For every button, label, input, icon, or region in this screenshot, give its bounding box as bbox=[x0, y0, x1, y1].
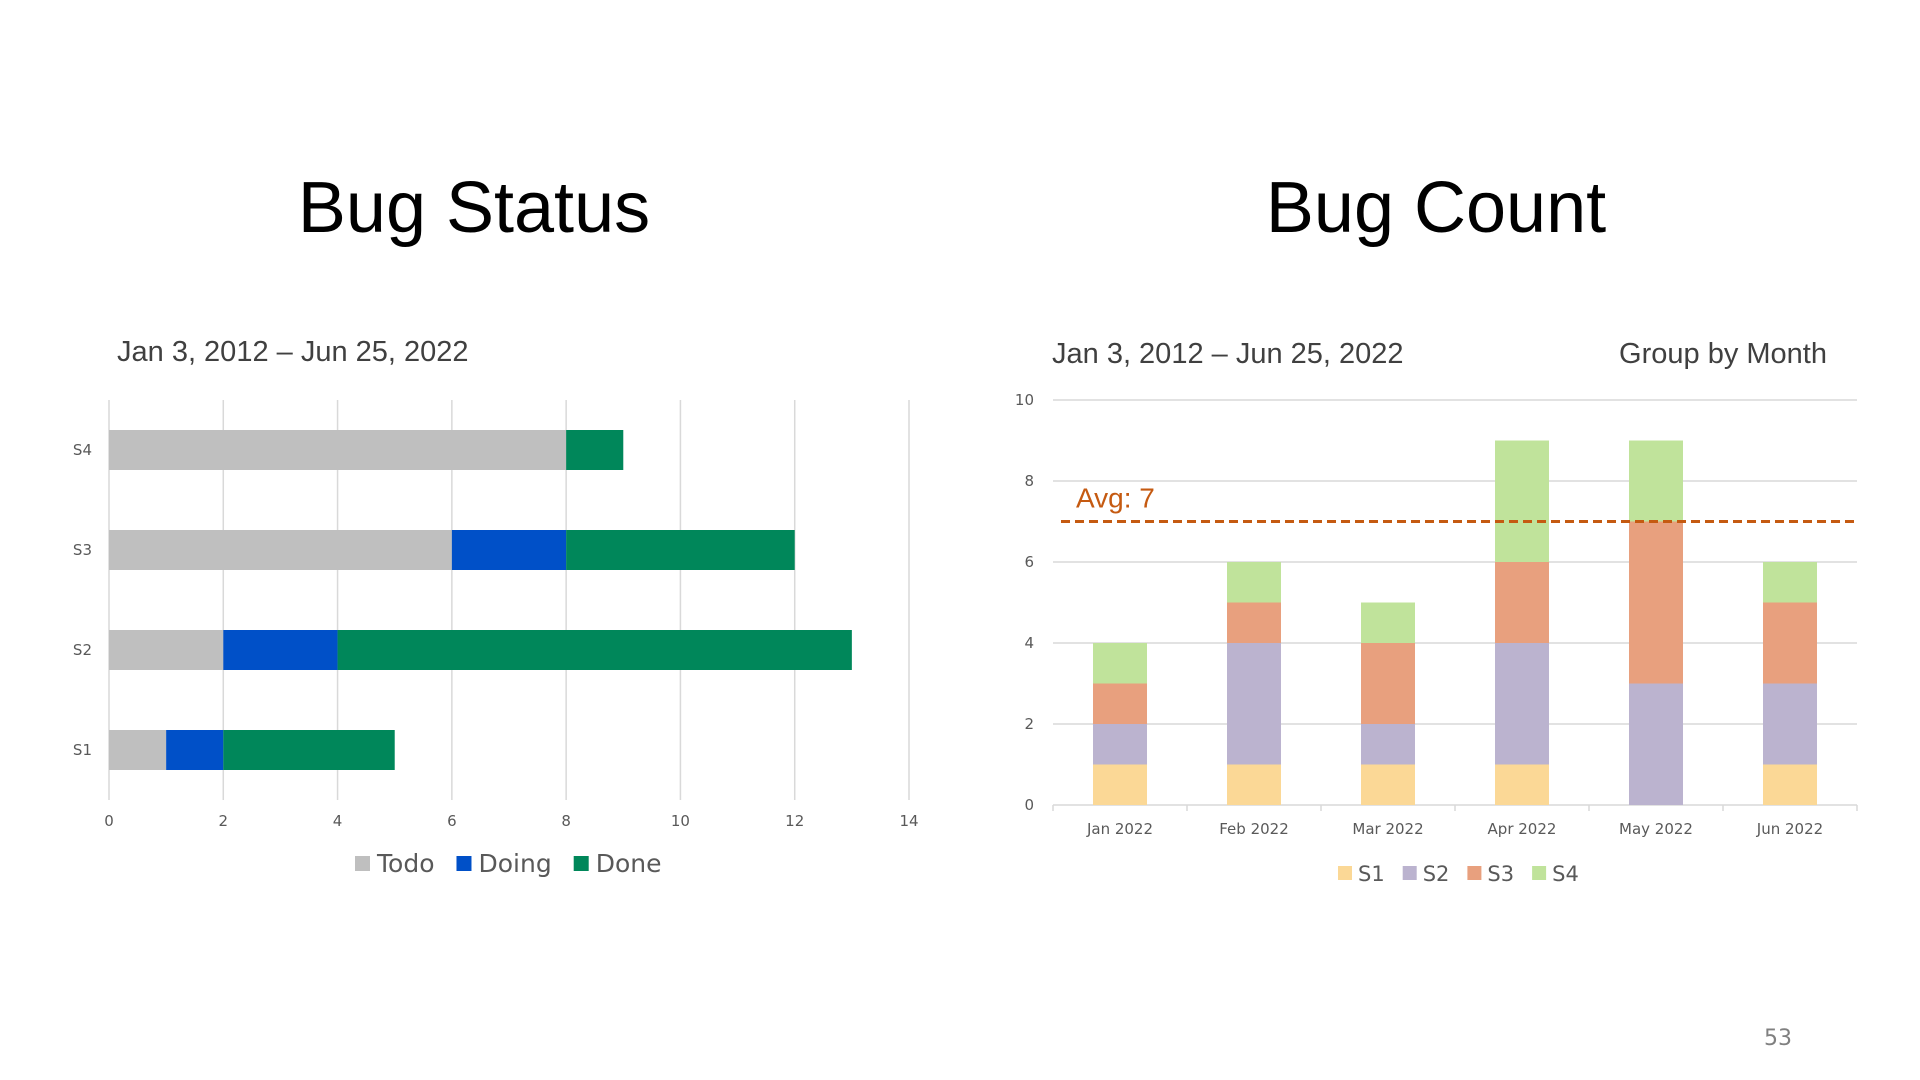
x-tick-label: 12 bbox=[785, 812, 804, 830]
y-category-label: S4 bbox=[73, 441, 92, 459]
x-tick-label: 4 bbox=[333, 812, 343, 830]
bug-status-title: Bug Status bbox=[297, 168, 651, 248]
x-category-label: Apr 2022 bbox=[1488, 820, 1557, 838]
legend-label-s2: S2 bbox=[1423, 862, 1450, 886]
column-segment-s4 bbox=[1629, 440, 1683, 522]
bar-segment-doing bbox=[451, 530, 567, 570]
y-tick-label: 8 bbox=[1024, 472, 1034, 490]
group-by-label[interactable]: Group by Month bbox=[1619, 338, 1827, 370]
legend-label-s1: S1 bbox=[1358, 862, 1385, 886]
x-category-label: Jan 2022 bbox=[1086, 820, 1153, 838]
column-segment-s2 bbox=[1495, 643, 1549, 765]
column-segment-s2 bbox=[1227, 643, 1281, 765]
y-tick-label: 6 bbox=[1024, 553, 1034, 571]
column-segment-s1 bbox=[1361, 764, 1415, 805]
x-tick-label: 10 bbox=[671, 812, 690, 830]
y-tick-label: 10 bbox=[1015, 391, 1034, 409]
bug-count-date-range: Jan 3, 2012 – Jun 25, 2022 bbox=[1052, 338, 1404, 370]
y-category-label: S2 bbox=[73, 641, 92, 659]
y-category-label: S1 bbox=[73, 741, 92, 759]
column-segment-s2 bbox=[1763, 683, 1817, 765]
column-segment-s1 bbox=[1495, 764, 1549, 805]
bar-segment-done bbox=[566, 530, 795, 570]
column-segment-s1 bbox=[1227, 764, 1281, 805]
bar-segment-doing bbox=[166, 730, 224, 770]
bug-count-title: Bug Count bbox=[1265, 168, 1607, 248]
bar-segment-todo bbox=[109, 630, 224, 670]
column-segment-s4 bbox=[1093, 643, 1147, 684]
legend-label-s4: S4 bbox=[1552, 862, 1579, 886]
column-segment-s4 bbox=[1495, 440, 1549, 562]
legend-label-s3: S3 bbox=[1487, 862, 1514, 886]
column-segment-s3 bbox=[1093, 683, 1147, 724]
legend-swatch-s1 bbox=[1338, 866, 1352, 880]
legend-label-todo: Todo bbox=[376, 849, 434, 878]
x-category-label: May 2022 bbox=[1619, 820, 1693, 838]
x-tick-label: 0 bbox=[104, 812, 114, 830]
bug-status-date-range: Jan 3, 2012 – Jun 25, 2022 bbox=[117, 336, 469, 368]
column-segment-s3 bbox=[1495, 562, 1549, 643]
average-label: Avg: 7 bbox=[1076, 483, 1155, 514]
y-tick-label: 2 bbox=[1024, 715, 1034, 733]
bar-segment-doing bbox=[223, 630, 338, 670]
column-segment-s2 bbox=[1629, 683, 1683, 805]
legend-swatch-s2 bbox=[1402, 866, 1417, 880]
column-segment-s3 bbox=[1361, 643, 1415, 724]
column-segment-s2 bbox=[1093, 724, 1147, 765]
legend-swatch-todo bbox=[355, 856, 370, 871]
y-tick-label: 0 bbox=[1024, 796, 1034, 814]
column-segment-s3 bbox=[1227, 602, 1281, 643]
x-tick-label: 8 bbox=[561, 812, 571, 830]
column-segment-s2 bbox=[1361, 724, 1415, 765]
legend-swatch-doing bbox=[456, 856, 472, 871]
x-category-label: Feb 2022 bbox=[1219, 820, 1289, 838]
legend-swatch-s3 bbox=[1467, 866, 1482, 880]
column-segment-s4 bbox=[1763, 562, 1817, 603]
x-tick-label: 2 bbox=[219, 812, 229, 830]
x-tick-label: 14 bbox=[899, 812, 918, 830]
page-number: 53 bbox=[1764, 1026, 1792, 1051]
bar-segment-done bbox=[566, 430, 624, 470]
column-segment-s1 bbox=[1093, 764, 1147, 805]
legend-swatch-done bbox=[573, 856, 589, 871]
legend-label-doing: Doing bbox=[478, 849, 551, 878]
bar-segment-todo bbox=[109, 730, 167, 770]
bar-segment-done bbox=[223, 730, 395, 770]
column-segment-s3 bbox=[1763, 602, 1817, 684]
x-category-label: Mar 2022 bbox=[1352, 820, 1423, 838]
column-segment-s4 bbox=[1227, 562, 1281, 603]
x-category-label: Jun 2022 bbox=[1756, 820, 1823, 838]
bar-segment-todo bbox=[109, 430, 567, 470]
legend-label-done: Done bbox=[596, 849, 662, 878]
bar-segment-done bbox=[337, 630, 852, 670]
column-segment-s1 bbox=[1763, 764, 1817, 805]
x-tick-label: 6 bbox=[447, 812, 457, 830]
column-segment-s4 bbox=[1361, 602, 1415, 643]
bar-segment-todo bbox=[109, 530, 452, 570]
column-segment-s3 bbox=[1629, 521, 1683, 684]
y-category-label: S3 bbox=[73, 541, 92, 559]
y-tick-label: 4 bbox=[1024, 634, 1034, 652]
legend-swatch-s4 bbox=[1532, 866, 1547, 880]
